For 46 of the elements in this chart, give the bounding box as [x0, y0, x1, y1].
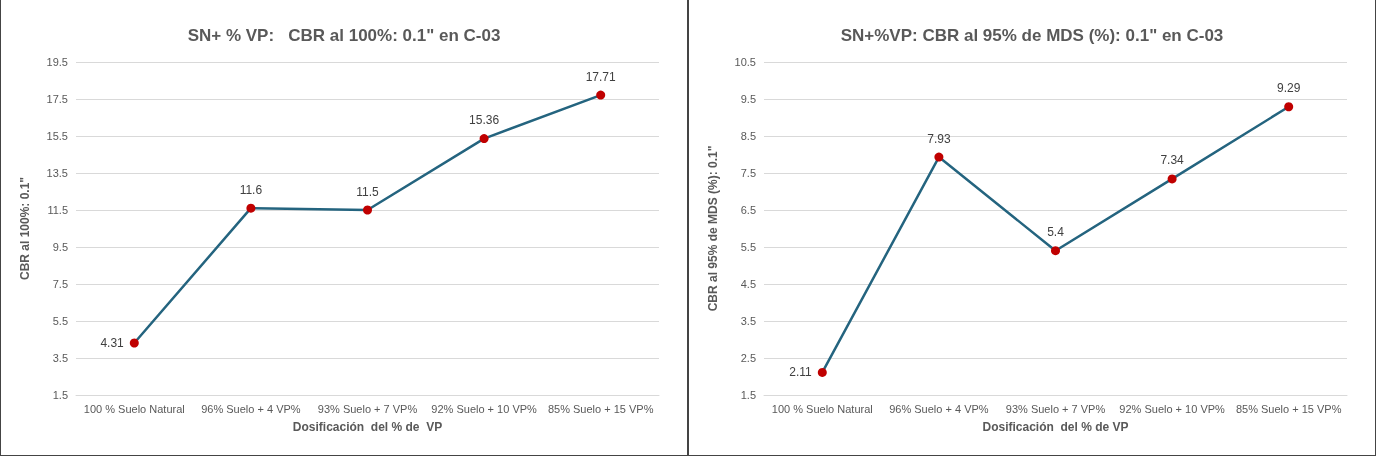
- data-label: 9.29: [1277, 81, 1301, 96]
- data-label: 17.71: [585, 69, 617, 84]
- y-tick-label: 6.5: [740, 204, 756, 216]
- y-tick-label: 15.5: [46, 130, 68, 142]
- y-tick-label: 5.5: [740, 241, 756, 253]
- data-label: 15.36: [469, 113, 500, 128]
- y-tick-label: 9.5: [740, 93, 756, 105]
- y-tick-label: 17.5: [46, 93, 68, 105]
- data-label: 4.31: [100, 336, 125, 351]
- x-axis-title: Dosificación del % de VP: [982, 420, 1129, 434]
- y-tick-label: 10.5: [734, 56, 756, 68]
- y-axis-title: CBR al 100%: 0.1": [18, 176, 32, 281]
- x-tick-label: 93% Suelo + 7 VP%: [317, 402, 418, 415]
- y-tick-label: 11.5: [47, 204, 68, 216]
- data-label: 5.4: [1047, 225, 1065, 240]
- y-tick-label: 1.5: [740, 389, 756, 401]
- x-tick-label: 96% Suelo + 4 VP%: [889, 402, 989, 415]
- y-tick-label: 3.5: [52, 352, 68, 364]
- y-axis-title: CBR al 95% de MDS (%): 0.1": [706, 145, 720, 312]
- data-label: 7.93: [927, 131, 951, 146]
- chart-title: SN+%VP: CBR al 95% de MDS (%): 0.1" en C-03: [840, 26, 1224, 45]
- chart-title: SN+ % VP: CBR al 100%: 0.1" en C-03: [187, 26, 501, 45]
- x-tick-label: 85% Suelo + 15 VP%: [547, 402, 654, 415]
- x-tick-label: 100 % Suelo Natural: [771, 402, 873, 415]
- y-tick-label: 1.5: [52, 389, 68, 401]
- y-tick-label: 3.5: [740, 315, 756, 327]
- data-label: 7.34: [1160, 153, 1185, 168]
- x-tick-label: 100 % Suelo Natural: [83, 402, 185, 415]
- y-tick-label: 2.5: [740, 352, 756, 364]
- y-tick-label: 9.5: [52, 241, 68, 253]
- x-axis-title: Dosificación del % de VP: [292, 420, 443, 434]
- y-tick-label: 13.5: [46, 167, 68, 179]
- x-tick-label: 93% Suelo + 7 VP%: [1005, 402, 1106, 415]
- x-tick-label: 92% Suelo + 10 VP%: [431, 402, 538, 415]
- y-tick-label: 19.5: [46, 56, 68, 68]
- data-label: 11.6: [239, 182, 263, 197]
- y-tick-label: 5.5: [52, 315, 68, 327]
- data-label: 11.5: [356, 184, 380, 199]
- y-tick-label: 7.5: [52, 278, 68, 290]
- x-tick-label: 85% Suelo + 15 VP%: [1235, 402, 1342, 415]
- data-label: 2.11: [789, 365, 813, 380]
- x-tick-label: 96% Suelo + 4 VP%: [201, 402, 301, 415]
- x-tick-label: 92% Suelo + 10 VP%: [1119, 402, 1226, 415]
- y-tick-label: 7.5: [740, 167, 756, 179]
- y-tick-label: 4.5: [740, 278, 756, 290]
- y-tick-label: 8.5: [740, 130, 756, 142]
